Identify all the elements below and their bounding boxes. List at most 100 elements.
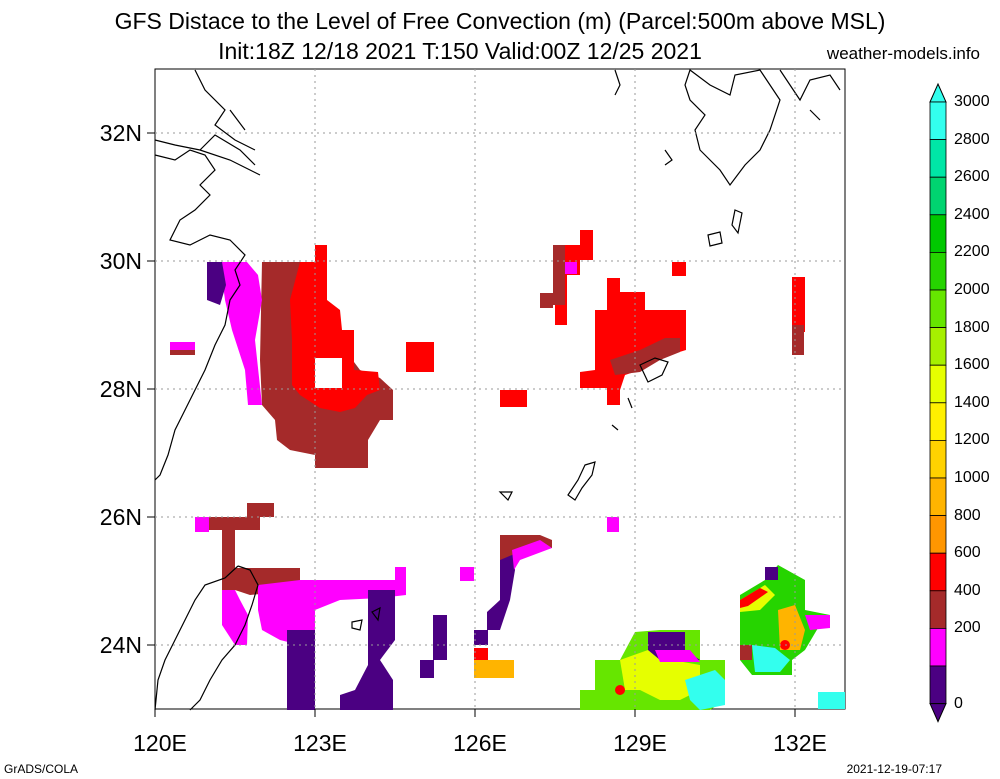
- lfc-region-red-east: [580, 278, 686, 405]
- lon-label-123e: 123E: [293, 730, 347, 756]
- coastline-china: [154, 149, 246, 481]
- lfc-cell-west-brown: [170, 350, 195, 355]
- map-subtitle: Init:18Z 12/18 2021 T:150 Valid:00Z 12/2…: [218, 38, 702, 64]
- colorbar-label: 200: [954, 619, 981, 637]
- lfc-region-orange-east: [778, 605, 805, 650]
- colorbar-swatch: [929, 251, 947, 291]
- lfc-region-brown-east: [610, 338, 680, 375]
- lfc-cell-cyan-far: [818, 692, 845, 709]
- lfc-cell-brown-132e: [792, 325, 804, 355]
- colorbar-swatch: [929, 665, 947, 704]
- lon-label-126e: 126E: [453, 730, 507, 756]
- lfc-cell-red-127e: [500, 390, 527, 407]
- lfc-region-purple-north: [207, 262, 226, 305]
- coastline-korea: [614, 69, 673, 166]
- colorbar-label: 3000: [954, 93, 990, 110]
- tick-marks: [147, 132, 796, 717]
- colorbar-swatch: [929, 552, 947, 592]
- coastline-north: [194, 69, 256, 151]
- coastline-small-isles: [351, 491, 513, 631]
- colorbar-swatch: [929, 327, 947, 366]
- lfc-region-cyan-east: [752, 645, 790, 672]
- lfc-region-magenta-southeast: [655, 650, 700, 662]
- colorbar-label: 1600: [954, 356, 990, 374]
- colorbar-swatch: [929, 402, 947, 441]
- coastlines: [154, 69, 841, 711]
- lfc-region-purple-south-2: [340, 590, 395, 710]
- lat-label-32n: 32N: [99, 120, 142, 146]
- lfc-cell-red-132e: [792, 277, 805, 332]
- lfc-region-red-east-ring: [740, 588, 768, 608]
- footer-timestamp: 2021-12-19-07:17: [846, 762, 942, 776]
- coastline-taiwan: [154, 565, 259, 711]
- lfc-cell-magenta-128e: [607, 517, 619, 532]
- coastline-amami: [639, 357, 669, 383]
- lfc-region-brown-26n: [207, 517, 300, 595]
- lfc-cell-magenta-126e: [460, 567, 474, 581]
- colorbar-swatch: [929, 214, 947, 253]
- coastline-yangtze: [154, 134, 261, 176]
- colorbar-label: 2200: [954, 243, 990, 261]
- colorbar-swatch: [929, 477, 947, 516]
- lon-label-129e: 129E: [613, 730, 667, 756]
- lat-label-28n: 28N: [99, 376, 142, 402]
- colorbar-swatch: [929, 364, 947, 404]
- colorbar-label: 1200: [954, 431, 990, 449]
- map-title: GFS Distace to the Level of Free Convect…: [114, 8, 886, 34]
- colorbar-label: 1400: [954, 393, 990, 411]
- lfc-region-cyan-south: [685, 670, 725, 710]
- lat-label-26n: 26N: [99, 504, 142, 530]
- lfc-cell-orange-126e: [474, 660, 514, 678]
- gridlines: [155, 69, 845, 709]
- lfc-cell-brown-east: [740, 645, 752, 660]
- footer-credit: GrADS/COLA: [4, 762, 79, 776]
- lfc-region-magenta-south: [258, 567, 406, 645]
- colorbar-label: 0: [954, 694, 963, 712]
- colorbar-label: 800: [954, 506, 981, 524]
- colorbar: [929, 82, 947, 723]
- lfc-cell-red-126e: [474, 648, 488, 660]
- lfc-cell-red-26n: [247, 503, 274, 517]
- lfc-cell-brown-small: [540, 293, 553, 308]
- lfc-region-magenta-north: [220, 262, 262, 405]
- colorbar-swatch: [929, 101, 947, 140]
- colorbar-swatch: [929, 515, 947, 554]
- lfc-region-purple-south-1: [287, 630, 315, 710]
- colorbar-label: 2600: [954, 168, 990, 186]
- coastline-okinawa: [567, 397, 633, 501]
- colorbar-swatch: [929, 590, 947, 629]
- lfc-shading: [170, 230, 845, 710]
- colorbar-label: 2400: [954, 205, 990, 223]
- colorbar-label: 1000: [954, 469, 990, 486]
- lon-label-120e: 120E: [133, 730, 187, 756]
- lfc-hole-north: [315, 358, 342, 388]
- lfc-cell-purple-125e: [433, 615, 447, 660]
- colorbar-label: 1800: [954, 318, 990, 336]
- lfc-cell-purple-126e-b: [474, 630, 488, 645]
- lfc-region-yellow-south: [620, 650, 700, 700]
- coastline-yakushima: [707, 209, 743, 247]
- colorbar-label: 600: [954, 544, 981, 562]
- lfc-region-purple-126e: [487, 540, 515, 630]
- colorbar-label: 400: [954, 581, 981, 599]
- lfc-cell-magenta-26n: [195, 517, 209, 532]
- lfc-cell-purple-125e-b: [420, 660, 434, 678]
- lfc-cell-magenta-northeast: [565, 262, 577, 274]
- lfc-region-magenta-126e: [512, 540, 552, 570]
- lfc-spot-red: [615, 685, 625, 695]
- lfc-cell-brown-northeast: [553, 245, 565, 305]
- site-credit: weather-models.info: [826, 44, 980, 63]
- lfc-cell-red-125e: [406, 342, 434, 372]
- colorbar-swatch: [929, 176, 947, 216]
- coastline-kyushu: [684, 69, 781, 187]
- colorbar-swatch: [929, 289, 947, 328]
- lfc-cell-purple-east: [765, 567, 778, 580]
- lfc-cell-red-far-east: [672, 262, 686, 276]
- colorbar-label: 2800: [954, 130, 990, 148]
- lat-label-24n: 24N: [99, 632, 142, 658]
- colorbar-swatch: [929, 139, 947, 178]
- colorbar-arrow-bottom: [929, 703, 947, 723]
- lfc-region-red-north: [290, 245, 380, 412]
- colorbar-label: 2000: [954, 281, 990, 298]
